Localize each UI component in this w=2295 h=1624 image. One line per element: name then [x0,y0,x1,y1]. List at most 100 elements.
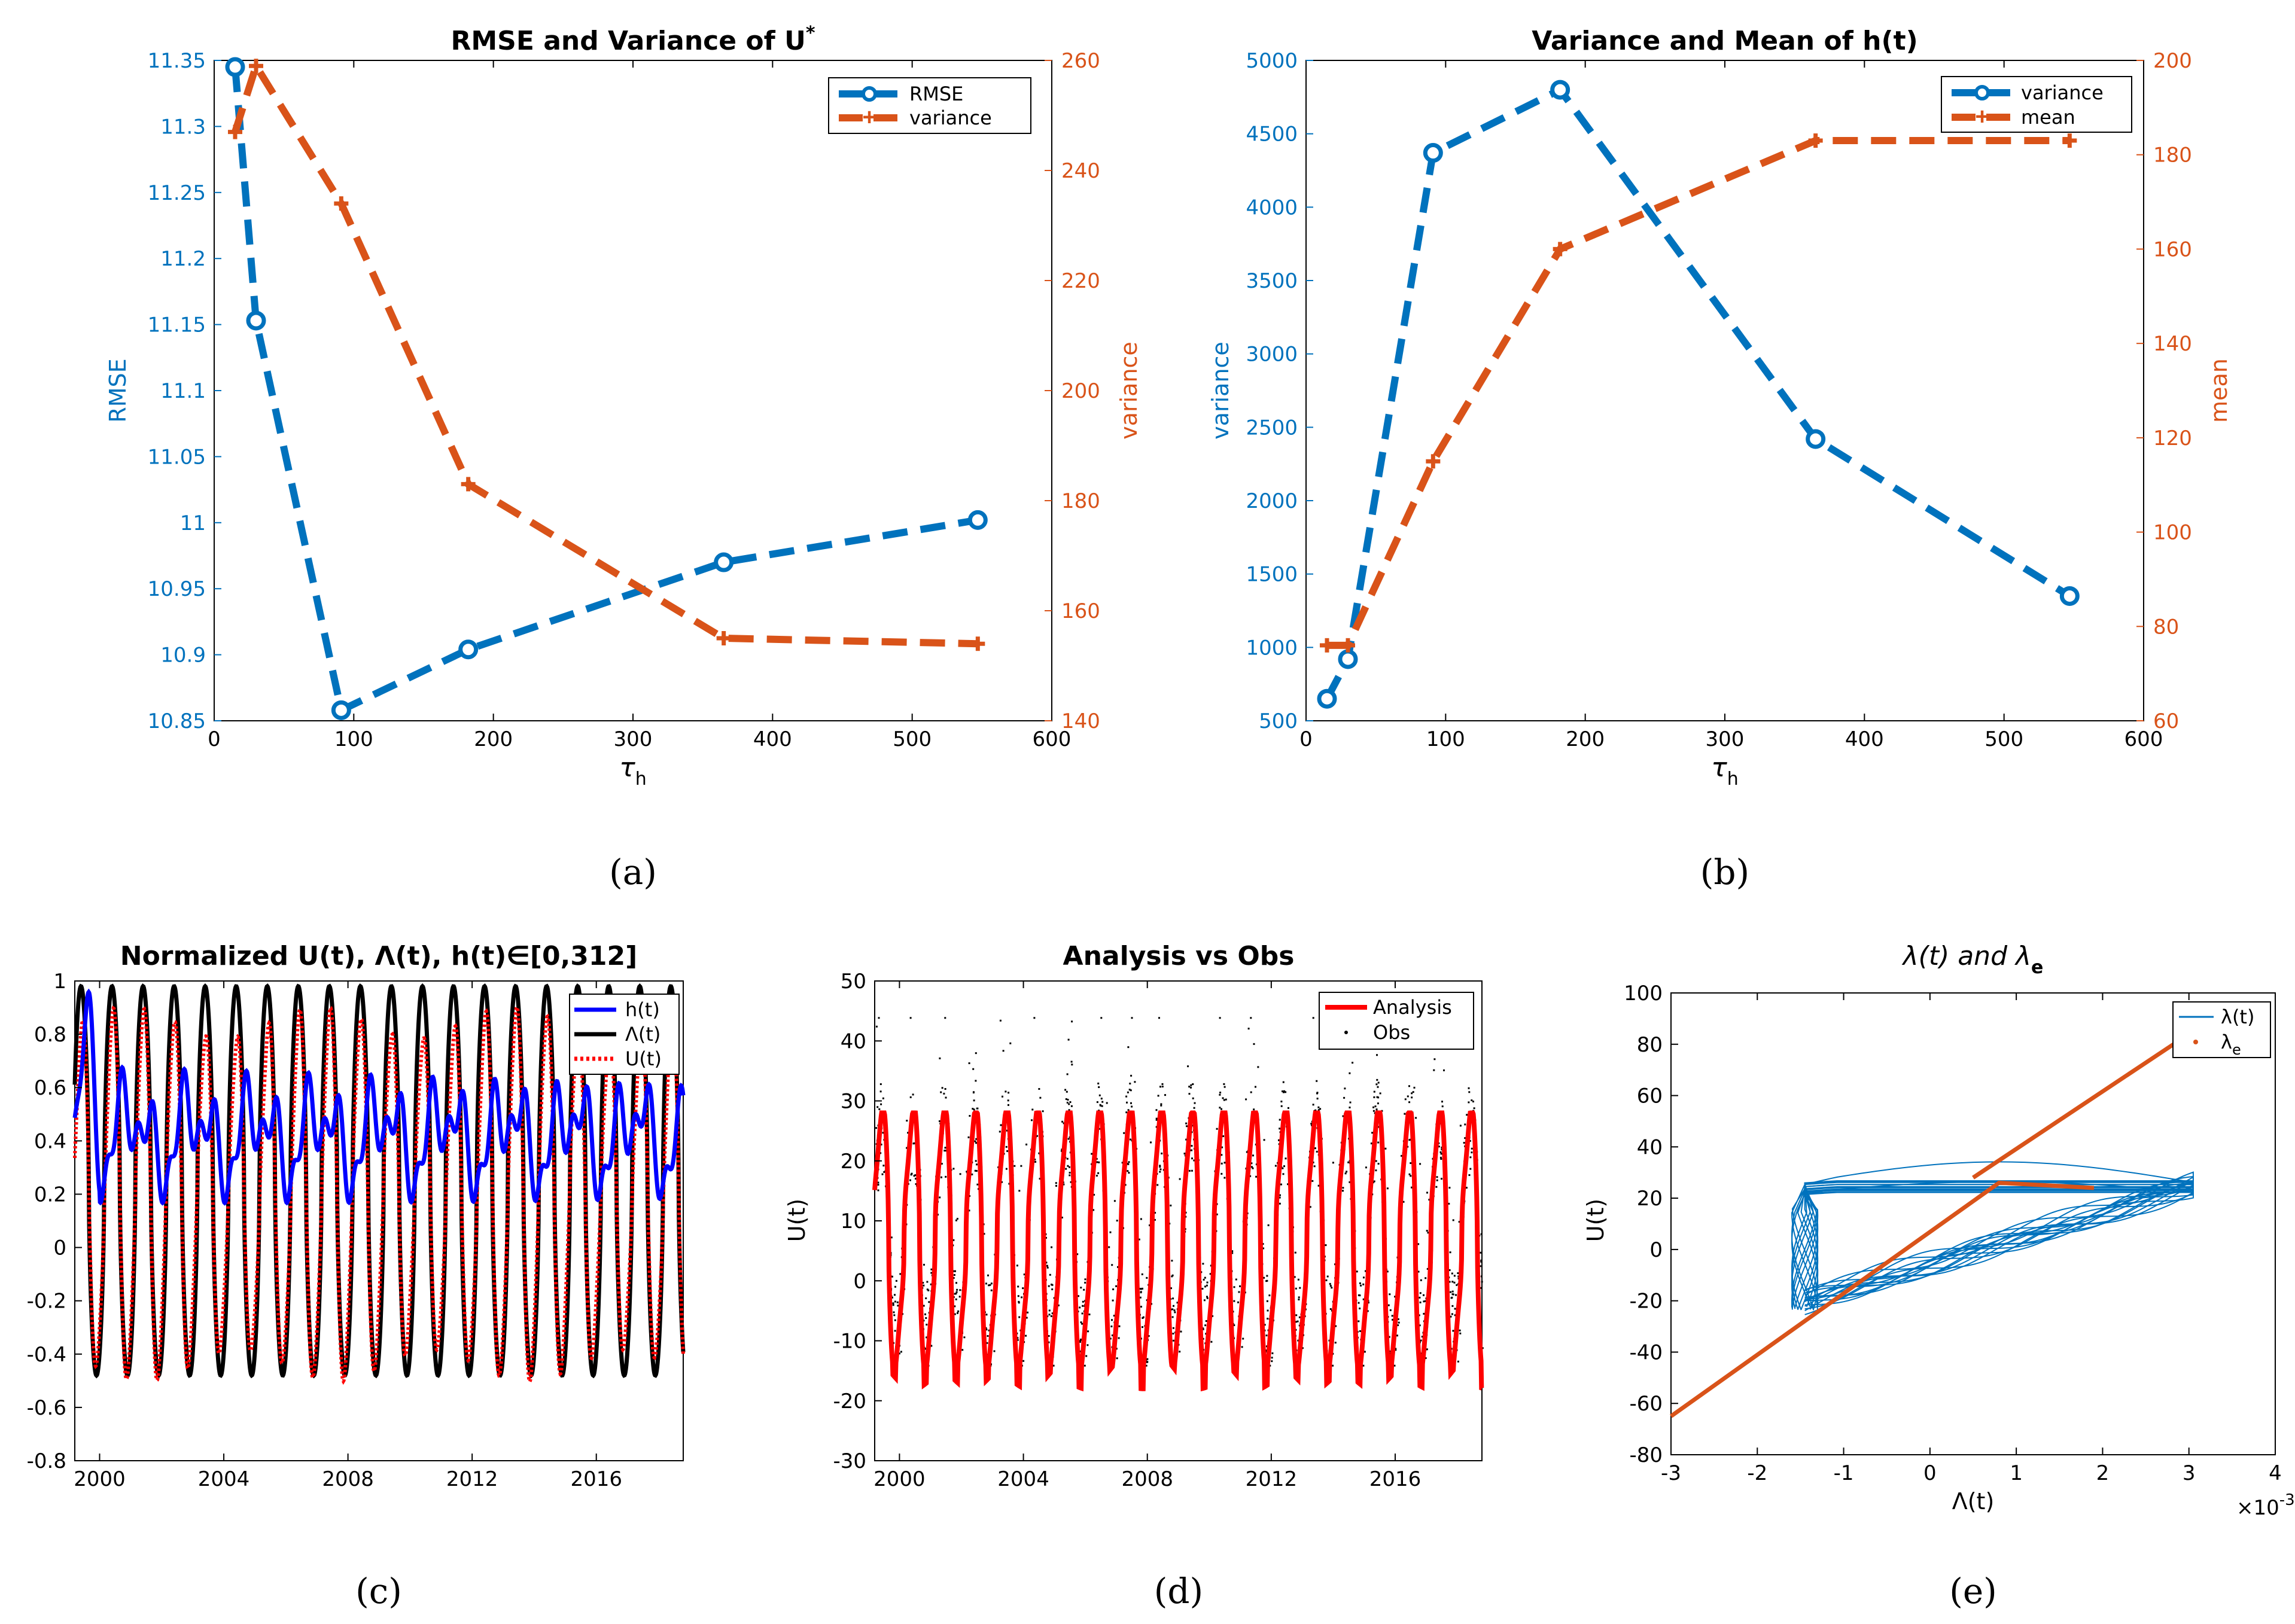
d-ytick-label: 50 [841,970,866,994]
a-left-ytick-label: 10.9 [160,644,206,668]
panel-a: 0 100 200 300 400 500 600 10.85 10.9 10.95 11 11.05… [105,23,1142,790]
a-right-ytick-label: 220 [1061,269,1100,293]
caption-a: (a) [609,852,657,892]
e-ytick-label: 40 [1637,1135,1663,1159]
title-c: Normalized U(t), Λ(t), h(t)∈[0,312] [120,941,638,971]
b-left-ytick-label: 3000 [1246,343,1298,367]
a-xtick-label: 200 [474,727,513,751]
d-xtick-label: 2004 [997,1467,1049,1491]
legend-marker-lambda-e [2193,1040,2198,1044]
b-right-ytick-label: 60 [2153,709,2179,733]
b-left-ytick-label: 500 [1259,709,1298,733]
legend-marker-b-mean: + [1975,103,1989,130]
e-xtick-label: -2 [1747,1461,1767,1485]
b-left-ytick-label: 1500 [1246,563,1298,587]
e-xtick-label: -1 [1834,1461,1854,1485]
c-xtick-label: 2016 [570,1467,622,1491]
variance-b-point [2059,586,2080,606]
a-left-ytick-label: 11.15 [148,313,206,337]
a-xtick-label: 300 [614,727,653,751]
analysis-line [872,1110,1484,1392]
a-xtick-label: 100 [334,727,373,751]
c-ytick-label: -0.8 [27,1449,66,1473]
c-ytick-label: -0.2 [27,1290,66,1314]
e-xtick-label: -3 [1661,1461,1681,1485]
panel-b: 0 100 200 300 400 500 600 500 1000 1500 2000 2500 30… [1207,26,2232,790]
legend-b: variance + mean [1941,76,2132,133]
legend-label-b-mean: mean [2021,106,2075,129]
legend-label-b-variance: variance [2021,81,2104,104]
a-left-ytick-label: 11.3 [160,115,206,139]
c-ytick-label: 0.6 [34,1076,66,1100]
legend-label-Lambda: Λ(t) [625,1023,661,1046]
rmse-point [458,639,479,660]
legend-marker-variance: + [862,104,876,130]
rmse-point [967,510,988,530]
caption-b: (b) [1700,852,1749,892]
legend-d: Analysis Obs [1319,992,1474,1050]
c-ytick-label: 0.8 [34,1023,66,1047]
legend-label-U: U(t) [625,1047,662,1070]
plot-area-d [874,980,1483,1461]
ylabel-left-a: RMSE [105,358,131,422]
c-xtick-label: 2000 [74,1467,126,1491]
legend-label-lambda-e: λe [2221,1031,2241,1058]
d-ytick-label: 40 [841,1029,866,1053]
rmse-point [714,552,734,572]
e-ytick-label: 20 [1637,1187,1663,1211]
b-xtick-label: 300 [1706,727,1745,751]
legend-e: λ(t) λe [2172,1001,2271,1058]
a-left-ytick-label: 11.35 [148,49,206,73]
title-b: Variance and Mean of h(t) [1532,26,1917,56]
a-left-ytick-label: 10.85 [148,709,206,733]
e-xtick-label: 2 [2096,1461,2110,1485]
legend-label-analysis: Analysis [1373,996,1452,1019]
e-xtick-label: 3 [2183,1461,2196,1485]
b-xtick-label: 200 [1566,727,1605,751]
a-right-ytick-label: 180 [1061,489,1100,513]
a-left-ytick-label: 10.95 [148,577,206,601]
legend-marker-b-variance [1974,85,1990,100]
lambda-e-upper-line [1972,1032,2190,1180]
b-left-ytick-label: 2000 [1246,489,1298,513]
panel-e: -3 -2 -1 0 1 2 3 4 -80 -60 -40 -20 0 20 40 60 80 100 λ(t)… [1582,941,2295,1520]
e-ytick-label: -60 [1629,1392,1663,1416]
d-ytick-label: -10 [833,1330,866,1354]
d-xtick-label: 2016 [1369,1467,1422,1491]
d-ytick-label: 20 [841,1150,866,1174]
b-left-ytick-label: 4000 [1246,196,1298,220]
legend-marker-obs [1344,1031,1348,1034]
ylabel-left-b: variance [1207,342,1234,440]
e-ytick-label: -40 [1629,1340,1663,1364]
legend-a: RMSE + variance [828,77,1031,134]
ylabel-e: U(t) [1582,1199,1609,1242]
a-left-ytick-label: 11.2 [160,247,206,271]
title-e: λ(t) and λe [1902,941,2044,978]
d-ytick-label: 30 [841,1090,866,1114]
e-ytick-label: -20 [1629,1290,1663,1314]
c-xtick-label: 2012 [446,1467,498,1491]
rmse-point [225,57,245,77]
b-right-ytick-label: 120 [2153,426,2192,450]
b-left-ytick-label: 4500 [1246,123,1298,147]
title-a: RMSE and Variance of U* [451,23,815,56]
legend-c: h(t) Λ(t) U(t) [569,994,680,1075]
xlabel-a: τh [619,752,647,790]
c-ytick-label: 0 [53,1236,66,1260]
a-xtick-label: 600 [1033,727,1072,751]
e-ytick-label: 0 [1649,1238,1663,1262]
e-xtick-label: 0 [1923,1461,1937,1485]
x-multiplier-e: ×10-3 [2236,1491,2295,1520]
variance-b-point [1317,688,1337,709]
b-left-ytick-label: 2500 [1246,416,1298,440]
e-xtick-label: 4 [2269,1461,2282,1485]
variance-b-point [1338,649,1358,669]
d-xtick-label: 2008 [1121,1467,1173,1491]
e-ytick-label: 60 [1637,1084,1663,1108]
b-xtick-label: 400 [1845,727,1884,751]
variance-b-line [1323,85,2072,701]
a-left-ytick-label: 11.05 [148,445,206,469]
U-series-line [73,1004,685,1385]
b-xtick-label: 500 [1984,727,2023,751]
